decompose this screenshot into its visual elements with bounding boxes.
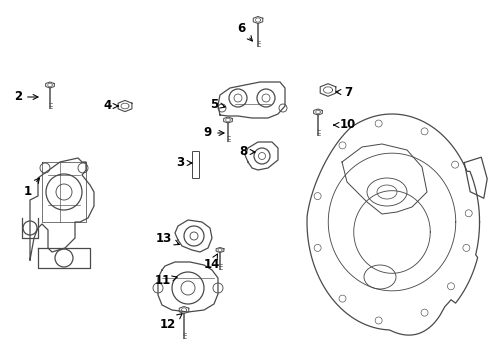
Text: 6: 6: [236, 22, 252, 41]
Circle shape: [420, 128, 427, 135]
Circle shape: [447, 283, 453, 290]
Text: 12: 12: [160, 314, 182, 332]
Circle shape: [313, 244, 321, 251]
Circle shape: [462, 244, 469, 251]
Text: 14: 14: [203, 254, 220, 270]
Circle shape: [313, 193, 321, 199]
Text: 11: 11: [155, 274, 177, 288]
Text: 7: 7: [335, 85, 351, 99]
Circle shape: [464, 210, 471, 217]
Text: 8: 8: [238, 145, 255, 158]
Circle shape: [450, 161, 458, 168]
Circle shape: [338, 142, 346, 149]
Text: 5: 5: [209, 98, 225, 111]
Circle shape: [374, 317, 381, 324]
Circle shape: [420, 309, 427, 316]
Circle shape: [338, 295, 346, 302]
Text: 9: 9: [203, 126, 224, 139]
Text: 4: 4: [103, 99, 118, 112]
Text: 10: 10: [333, 118, 355, 131]
Text: 1: 1: [24, 178, 40, 198]
Text: 3: 3: [176, 157, 192, 170]
Text: 13: 13: [156, 231, 179, 245]
Circle shape: [374, 120, 381, 127]
Text: 2: 2: [14, 90, 38, 104]
